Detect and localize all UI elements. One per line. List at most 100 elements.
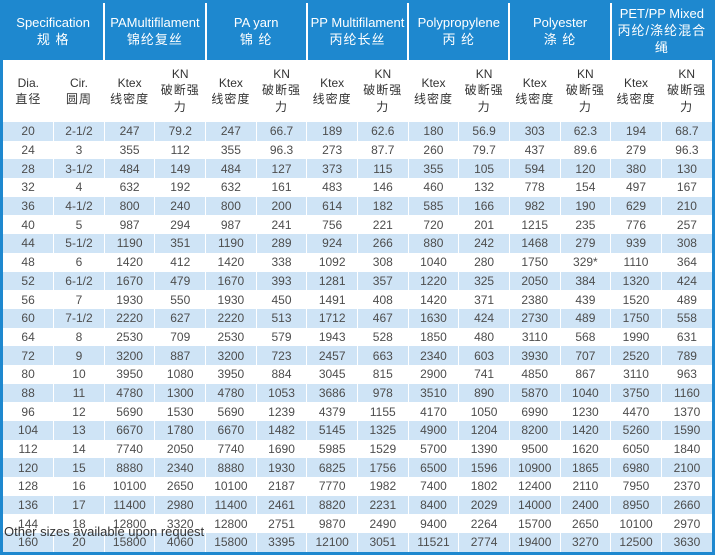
cell: 154 <box>559 178 611 197</box>
cell: 1780 <box>154 421 206 440</box>
cell: 7740 <box>205 439 257 459</box>
group-label-en: Polypropylene <box>417 14 500 30</box>
cell: 3750 <box>610 383 662 403</box>
cell: 1756 <box>356 458 409 478</box>
cell: 2457 <box>306 346 358 365</box>
sub-label-en: KN <box>273 67 290 81</box>
cell: 242 <box>458 234 510 253</box>
sub-label-en: Ktex <box>522 75 547 90</box>
cell: 5-1/2 <box>53 234 105 253</box>
cell: 663 <box>356 346 409 365</box>
cell: 483 <box>306 178 358 197</box>
cell: 2370 <box>660 477 712 496</box>
sub-label-zh: 线密度 <box>616 91 656 106</box>
table-row-dia-52: 52 6-1/2 1670 479 1670 393 1281 357 1220 325 2050 3… <box>3 271 712 291</box>
cell: 1420 <box>559 421 611 440</box>
cell: 1712 <box>306 308 358 328</box>
cell: 3 <box>53 140 105 160</box>
cell: 194 <box>610 122 662 141</box>
cell: 6500 <box>407 458 459 478</box>
cell: 2029 <box>458 495 510 515</box>
cell: 44 <box>21 236 35 251</box>
cell: 6980 <box>610 458 662 478</box>
table-row-dia-28: 28 3-1/2 484 149 484 127 373 115 355 105 594 120 380… <box>3 159 712 179</box>
cell: 987 <box>205 215 257 235</box>
cell: 585 <box>407 196 459 216</box>
cell: 115 <box>356 159 409 179</box>
cell: 87.7 <box>356 140 409 160</box>
sub-label-zh: 圆周 <box>65 91 92 106</box>
cell: 776 <box>610 215 662 235</box>
cell: 778 <box>508 178 561 197</box>
cell: 568 <box>559 327 611 347</box>
cell: 12800 <box>205 514 257 534</box>
cell: 424 <box>458 308 510 328</box>
cell: 3950 <box>205 364 257 384</box>
cell: 709 <box>154 327 206 347</box>
column-group-pamultifilament: PAMultifilament 锦纶复丝 <box>103 3 206 61</box>
cell: 12 <box>53 402 105 421</box>
sub-label-zh: 线密度 <box>211 91 251 106</box>
cell: 9 <box>53 346 105 365</box>
cell: 11 <box>53 383 105 403</box>
cell: 2650 <box>154 477 206 496</box>
cell: 437 <box>508 140 561 160</box>
cell: 167 <box>660 178 712 197</box>
cell: 2220 <box>205 308 257 328</box>
cell: 887 <box>154 346 206 365</box>
column-group-polyester: Polyester 涤 纶 <box>508 3 611 61</box>
column-pet-pp-mixed-ktex: Ktex 线密度 <box>610 60 662 122</box>
cell: 10900 <box>508 458 561 478</box>
cell: 15800 <box>205 533 257 552</box>
cell: 15700 <box>508 514 561 534</box>
column-polypropylene-ktex: Ktex 线密度 <box>408 60 459 122</box>
cell: 72 <box>21 348 35 363</box>
cell: 10100 <box>205 477 257 496</box>
cell: 3051 <box>356 533 409 552</box>
cell: 136 <box>18 498 39 513</box>
cell: 2650 <box>559 514 611 534</box>
cell: 1491 <box>306 290 358 309</box>
cell: 890 <box>458 383 510 403</box>
table-row-dia-40: 40 5 987 294 987 241 756 221 720 201 1215 235 776 257 <box>3 215 712 235</box>
table-head: Specification 规 格 PAMultifilament 锦纶复丝 PA ya… <box>3 3 712 122</box>
cell: 1670 <box>205 271 257 291</box>
cell: 32 <box>21 180 35 195</box>
cell: 6990 <box>508 402 561 421</box>
cell: 1320 <box>610 271 662 291</box>
table-row-dia-144: 144 18 12800 3320 12800 2751 9870 2490 9400 2264 1… <box>3 514 712 534</box>
cell: 1690 <box>255 439 307 459</box>
cell: 10 <box>53 364 105 384</box>
cell: 528 <box>356 327 409 347</box>
cell: 130 <box>660 159 712 179</box>
cell: 12100 <box>306 533 358 552</box>
sub-label-en: Ktex <box>218 75 243 90</box>
cell: 1750 <box>610 308 662 328</box>
cell: 5260 <box>610 421 662 440</box>
cell: 1990 <box>610 327 662 347</box>
sub-label-zh: 线密度 <box>515 91 555 106</box>
cell: 338 <box>255 252 307 272</box>
cell: 79.7 <box>458 140 510 160</box>
cell: 52 <box>21 273 35 288</box>
column-polypropylene-kn: KN 破断强力 <box>458 60 510 122</box>
cell: 161 <box>255 178 307 197</box>
cell: 2970 <box>660 514 712 534</box>
cell: 2900 <box>407 364 459 384</box>
table-row-dia-48: 48 6 1420 412 1420 338 1092 308 1040 280 1750 329* 1… <box>3 252 712 272</box>
table-row-dia-136: 136 17 11400 2980 11400 2461 8820 2231 8400 2029 1… <box>3 495 712 515</box>
cell: 2-1/2 <box>53 122 105 141</box>
cell: 247 <box>103 122 155 141</box>
cell: 1670 <box>103 271 155 291</box>
cell: 17 <box>53 495 105 515</box>
cell: 1092 <box>306 252 358 272</box>
cell: 1930 <box>205 290 257 309</box>
cell: 96.3 <box>255 140 307 160</box>
cell: 7950 <box>610 477 662 496</box>
cell: 112 <box>154 140 206 160</box>
cell: 3395 <box>255 533 307 552</box>
table-row-dia-72: 72 9 3200 887 3200 723 2457 663 2340 603 3930 707 25… <box>3 346 712 365</box>
sub-label-zh: 破断强力 <box>667 83 707 114</box>
cell: 479 <box>154 271 206 291</box>
group-label-en: PA yarn <box>233 14 279 30</box>
